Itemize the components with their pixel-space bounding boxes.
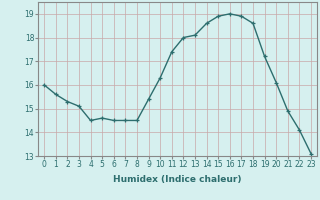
X-axis label: Humidex (Indice chaleur): Humidex (Indice chaleur) (113, 175, 242, 184)
